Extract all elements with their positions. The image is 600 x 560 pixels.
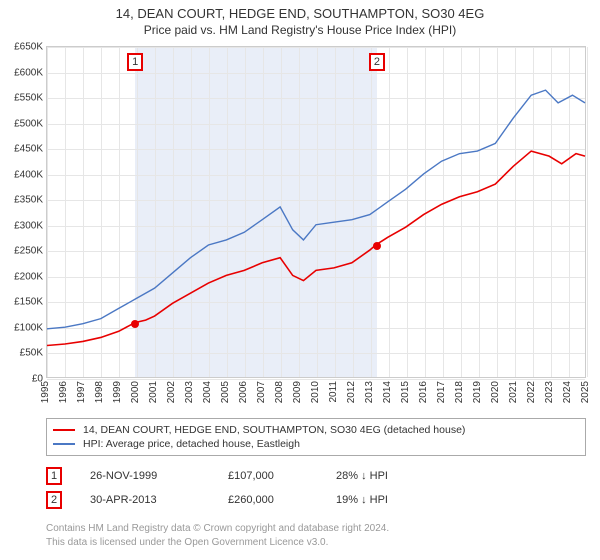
x-axis-tick-label: 2021 [508,381,519,403]
x-axis-tick-label: 2003 [184,381,195,403]
legend-label: 14, DEAN COURT, HEDGE END, SOUTHAMPTON, … [83,424,465,436]
sale-row-marker: 2 [46,491,62,509]
x-axis-tick-label: 1998 [94,381,105,403]
y-axis-tick-label: £400K [14,169,43,180]
sale-row: 2 30-APR-2013 £260,000 19% ↓ HPI [46,488,586,512]
x-axis-tick-label: 2004 [202,381,213,403]
title-block: 14, DEAN COURT, HEDGE END, SOUTHAMPTON, … [0,0,600,39]
grid-line-h [47,379,585,380]
x-axis-tick-label: 2025 [580,381,591,403]
sale-row-delta: 28% ↓ HPI [336,470,388,482]
footer-line-1: Contains HM Land Registry data © Crown c… [46,522,586,536]
sale-marker-box: 2 [369,53,385,71]
footer-attribution: Contains HM Land Registry data © Crown c… [46,522,586,549]
y-axis-tick-label: £500K [14,118,43,129]
legend-label: HPI: Average price, detached house, East… [83,438,300,450]
grid-line-v [587,47,588,377]
x-axis-tick-label: 2008 [274,381,285,403]
sale-row-marker: 1 [46,467,62,485]
y-axis-tick-label: £300K [14,220,43,231]
legend-swatch [53,429,75,431]
x-axis-tick-label: 2001 [148,381,159,403]
chart-container: 14, DEAN COURT, HEDGE END, SOUTHAMPTON, … [0,0,600,560]
y-axis-tick-label: £550K [14,93,43,104]
legend-row: HPI: Average price, detached house, East… [53,437,579,451]
sale-marker-box: 1 [127,53,143,71]
x-axis-tick-label: 2016 [418,381,429,403]
legend-swatch [53,443,75,445]
x-axis-tick-label: 2006 [238,381,249,403]
y-axis-tick-label: £250K [14,246,43,257]
y-axis-tick-label: £600K [14,67,43,78]
series-sale_line [47,151,585,345]
sale-row-date: 26-NOV-1999 [90,470,200,482]
sale-row-date: 30-APR-2013 [90,494,200,506]
x-axis-tick-label: 1997 [76,381,87,403]
x-axis-tick-label: 2002 [166,381,177,403]
x-axis-tick-label: 2009 [292,381,303,403]
footer-line-2: This data is licensed under the Open Gov… [46,536,586,550]
x-axis-tick-label: 2007 [256,381,267,403]
y-axis-tick-label: £200K [14,271,43,282]
x-axis-tick-label: 2020 [490,381,501,403]
y-axis-tick-label: £150K [14,297,43,308]
x-axis-tick-label: 1999 [112,381,123,403]
x-axis-tick-label: 2023 [544,381,555,403]
x-axis-tick-label: 1995 [40,381,51,403]
x-axis-tick-label: 2019 [472,381,483,403]
sale-row-price: £260,000 [228,494,308,506]
x-axis-tick-label: 2015 [400,381,411,403]
x-axis-tick-label: 2018 [454,381,465,403]
x-axis-tick-label: 2017 [436,381,447,403]
x-axis-tick-label: 2022 [526,381,537,403]
line-chart-svg [47,47,585,377]
x-axis-tick-label: 2005 [220,381,231,403]
sale-row: 1 26-NOV-1999 £107,000 28% ↓ HPI [46,464,586,488]
x-axis-tick-label: 2013 [364,381,375,403]
x-axis-tick-label: 2012 [346,381,357,403]
y-axis-tick-label: £650K [14,42,43,53]
sale-marker-point [373,242,381,250]
plot-area: £0£50K£100K£150K£200K£250K£300K£350K£400… [46,46,586,378]
legend-row: 14, DEAN COURT, HEDGE END, SOUTHAMPTON, … [53,423,579,437]
x-axis-tick-label: 2024 [562,381,573,403]
sale-row-delta: 19% ↓ HPI [336,494,388,506]
y-axis-tick-label: £450K [14,144,43,155]
chart-subtitle: Price paid vs. HM Land Registry's House … [0,23,600,37]
x-axis-tick-label: 2000 [130,381,141,403]
x-axis-tick-label: 2011 [328,381,339,403]
sale-marker-point [131,320,139,328]
chart-title: 14, DEAN COURT, HEDGE END, SOUTHAMPTON, … [0,6,600,21]
legend-box: 14, DEAN COURT, HEDGE END, SOUTHAMPTON, … [46,418,586,456]
y-axis-tick-label: £100K [14,322,43,333]
y-axis-tick-label: £350K [14,195,43,206]
x-axis-tick-label: 2010 [310,381,321,403]
sales-table: 1 26-NOV-1999 £107,000 28% ↓ HPI 2 30-APR-201… [46,464,586,512]
sale-row-price: £107,000 [228,470,308,482]
y-axis-tick-label: £50K [20,348,43,359]
series-hpi_line [47,90,585,329]
x-axis-tick-label: 2014 [382,381,393,403]
x-axis-tick-label: 1996 [58,381,69,403]
